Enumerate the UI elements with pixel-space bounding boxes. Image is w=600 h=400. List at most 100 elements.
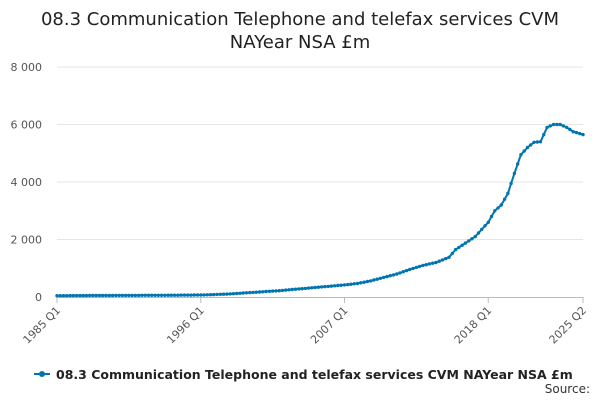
data-point [565,125,569,130]
data-point [208,293,213,297]
data-point [316,285,321,289]
legend-line-marker-icon [34,369,50,379]
data-point [284,288,288,292]
chart-legend[interactable]: 08.3 Communication Telephone and telefax… [34,365,573,383]
data-point [525,145,530,150]
data-point [535,140,539,144]
data-point [101,293,105,298]
data-point [349,282,353,286]
data-point [163,293,167,297]
data-point [385,274,389,279]
data-point [238,291,242,295]
data-point [68,293,72,298]
source-label: Source: [544,382,590,396]
data-point [480,227,484,232]
data-point [137,293,141,298]
data-point [476,231,481,235]
data-point [313,285,317,290]
data-point [499,203,503,207]
data-point [395,272,399,276]
y-tick-label: 0 [35,291,42,304]
data-point [133,293,138,298]
data-point [493,209,497,213]
data-point [506,191,510,196]
data-point [172,293,177,297]
data-point [555,122,559,127]
data-point [123,293,128,298]
y-tick-label: 8 000 [11,61,43,74]
data-point [391,273,396,277]
data-point [107,293,112,298]
data-point [235,291,239,296]
series-line [57,123,584,297]
data-point [225,292,229,296]
data-point [104,293,108,298]
data-point [319,285,324,289]
data-point [241,291,245,295]
data-point [300,287,304,291]
data-point [548,124,552,128]
data-point [199,293,203,297]
data-point [169,293,173,297]
data-point [404,268,409,273]
data-point [440,258,445,262]
data-point [437,259,441,263]
data-point [212,292,216,297]
data-point [91,293,95,298]
data-point [365,279,370,284]
data-point [74,293,79,298]
data-point [382,275,386,280]
data-point [542,132,546,137]
data-point [290,287,294,292]
data-point [244,291,249,295]
x-tick-label: 2025 Q2 [547,304,590,347]
data-point [231,292,236,296]
data-point [287,288,291,292]
data-point [460,243,464,247]
data-point [58,294,62,298]
data-point [467,239,471,243]
data-point [483,224,487,228]
data-point [306,286,311,290]
data-point [110,293,115,298]
data-point [143,293,147,297]
data-point [444,256,448,261]
data-point [502,197,507,201]
data-point [88,293,92,298]
data-point [186,293,190,297]
data-point [97,293,102,298]
data-point [372,278,376,282]
data-point [189,293,193,297]
data-point [81,293,85,298]
data-point [355,281,360,286]
data-point [509,181,513,186]
data-point [346,282,350,287]
data-point [421,263,425,268]
data-point [342,283,347,287]
data-point [166,293,170,297]
data-point [463,241,468,245]
data-point [401,270,405,274]
data-point [254,290,258,294]
data-point [453,247,458,252]
data-point [117,293,121,298]
chart-title-line-2: NAYear NSA £m [229,32,371,53]
data-point [84,293,89,298]
data-point [159,293,164,297]
data-point [176,293,180,297]
x-tick-label: 1996 Q1 [164,304,207,347]
data-point [431,261,435,265]
data-point [114,293,118,298]
data-point [574,130,579,135]
data-point [78,293,82,298]
data-point [561,124,566,128]
data-point [270,289,275,293]
data-point [205,293,209,297]
data-point [551,122,556,127]
data-point [127,293,131,298]
data-point [202,293,206,297]
data-point [326,284,330,289]
data-point [71,293,76,298]
x-tick-label: 2018 Q1 [452,304,495,347]
